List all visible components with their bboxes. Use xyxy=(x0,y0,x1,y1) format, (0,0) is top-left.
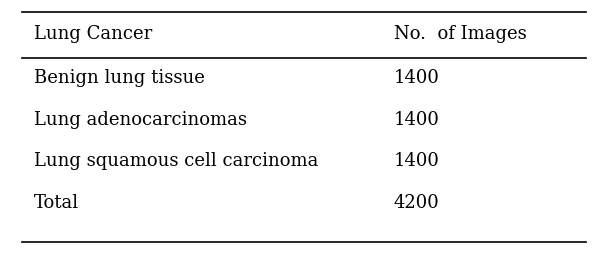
Text: 1400: 1400 xyxy=(394,69,440,87)
Text: 1400: 1400 xyxy=(394,111,440,129)
Text: Total: Total xyxy=(34,194,79,212)
Text: No.  of Images: No. of Images xyxy=(394,25,527,43)
Text: Lung squamous cell carcinoma: Lung squamous cell carcinoma xyxy=(34,152,319,170)
Text: Benign lung tissue: Benign lung tissue xyxy=(34,69,205,87)
Text: Lung Cancer: Lung Cancer xyxy=(34,25,153,43)
Text: Lung adenocarcinomas: Lung adenocarcinomas xyxy=(34,111,247,129)
Text: 4200: 4200 xyxy=(394,194,440,212)
Text: 1400: 1400 xyxy=(394,152,440,170)
